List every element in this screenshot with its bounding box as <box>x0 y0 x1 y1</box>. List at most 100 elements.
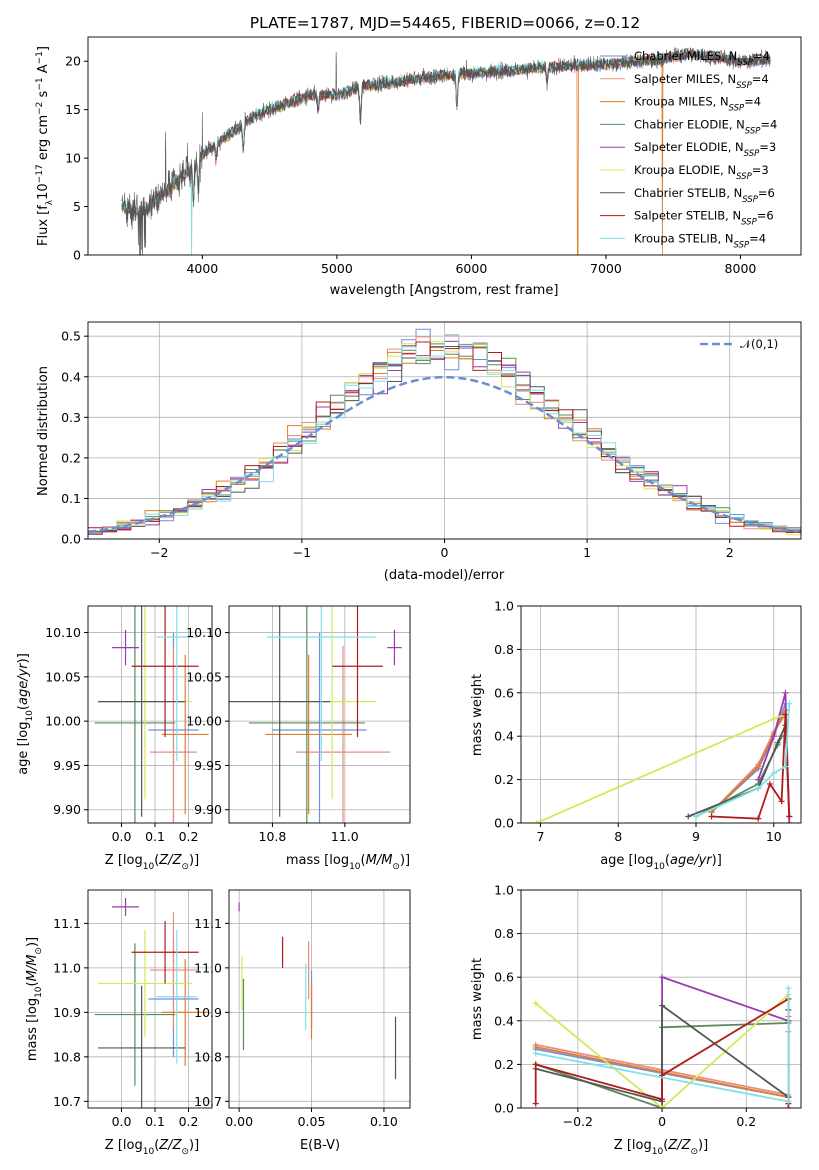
label-part: )] <box>400 853 410 868</box>
y-tick-label: 0.4 <box>494 729 514 744</box>
x-tick-label: 6000 <box>455 261 487 276</box>
label-part: ⊙ <box>181 1147 189 1157</box>
mass-weight-marker <box>532 1000 539 1007</box>
label-part: ( <box>25 981 40 986</box>
y-tick-label: 10.9 <box>53 1005 81 1020</box>
label-part: 10 <box>143 862 155 872</box>
x-tick-label: 0.05 <box>298 1114 326 1129</box>
label-part: ( <box>361 853 366 868</box>
mass-weight-marker <box>693 813 699 820</box>
x-tick-label: 0.0 <box>112 1114 132 1129</box>
legend-label: Chabrier STELIB, NSSP=6 <box>634 186 775 205</box>
spectrum-data-line <box>121 47 771 255</box>
axes-mass_vs_ebv: 0.00 0.05 0.10 10.7 10.8 10.9 11.0 11.1 <box>194 889 411 1129</box>
y-tick-label: 0.3 <box>61 410 81 425</box>
y-tick-label: 11.1 <box>194 916 222 931</box>
y-tick-label: 11.0 <box>194 960 222 975</box>
legend-sub: SSP <box>742 195 758 205</box>
label-part: ( <box>16 705 31 710</box>
axes-frame-rect <box>87 889 213 1109</box>
label-part: Z [ <box>105 853 123 868</box>
y-tick-label: 1.0 <box>494 599 514 614</box>
mass-weight-line <box>661 975 790 1108</box>
mass-weight-line <box>710 709 787 813</box>
label-part: )] <box>698 1138 708 1153</box>
mass-weight-line <box>711 714 791 820</box>
label-part: log <box>632 1138 652 1153</box>
y-tick-label: 9.95 <box>194 758 222 773</box>
y-axis-label: age [log10(age/yr)] <box>16 653 35 775</box>
label-part: 10 <box>143 1147 155 1157</box>
label-part: log <box>634 853 654 868</box>
label-part: erg cm <box>36 115 51 164</box>
x-tick-label: 5000 <box>321 261 353 276</box>
mass-weight-marker <box>770 770 777 777</box>
mass-weight-marker <box>659 1002 666 1009</box>
legend-count: =4 <box>744 95 761 109</box>
x-axis-label: wavelength [Angstrom, rest frame] <box>330 283 559 298</box>
axes-frame: −0.2 0 0.2 0.0 0.2 0.4 0.6 0.8 1.0 <box>494 883 802 1129</box>
legend-sub: SSP <box>734 240 750 250</box>
mass-weight-marker <box>786 813 793 820</box>
x-tick-label: 2 <box>726 545 734 560</box>
label-part: ⊙ <box>34 947 44 955</box>
figure-title: PLATE=1787, MJD=54465, FIBERID=0066, z=0… <box>250 14 640 32</box>
label-part: ⊙ <box>181 862 189 872</box>
y-tick-label: 0.6 <box>494 970 514 985</box>
label-part: Flux [f <box>36 205 51 246</box>
y-tick-label: 0.6 <box>494 685 514 700</box>
y-tick-label: 0.2 <box>494 772 514 787</box>
y-tick-label: 0 <box>73 248 81 263</box>
label-part: 10 <box>36 183 51 200</box>
label-part: log <box>123 853 143 868</box>
mass-weight-marker <box>755 763 762 770</box>
label-part: Z [ <box>614 1138 632 1153</box>
plot-area <box>94 898 209 1108</box>
legend-label: Kroupa STELIB, NSSP=4 <box>634 231 766 250</box>
legend-count: =4 <box>753 49 770 63</box>
y-tick-label: 0.2 <box>61 450 81 465</box>
y-tick-label: 10.9 <box>194 1005 222 1020</box>
label-part: ⊙ <box>690 1147 698 1157</box>
mass-weight-marker <box>770 733 777 740</box>
legend-sub: SSP <box>729 104 745 114</box>
y-tick-label: 0.1 <box>61 491 81 506</box>
label-part: 10 <box>653 862 665 872</box>
x-tick-label: 10.8 <box>259 829 287 844</box>
axes-frame: 0.0 0.1 0.2 9.90 9.95 10.00 10.05 10.10 <box>45 605 213 844</box>
mass-weight-line <box>695 735 786 818</box>
label-part: log <box>16 722 31 742</box>
mass-weight-marker <box>755 776 762 783</box>
x-tick-label: 10 <box>766 829 782 844</box>
label-part: 10 <box>652 1147 664 1157</box>
plot-area <box>88 328 801 536</box>
legend-text: Salpeter ELODIE, N <box>634 140 744 154</box>
axes-frame-rect <box>228 605 411 824</box>
y-axis-label: Normed distribution <box>36 366 51 496</box>
legend-label: Chabrier MILES, NSSP=4 <box>634 49 770 68</box>
mass-weight-marker <box>782 689 789 696</box>
mass-weight-marker <box>766 780 773 787</box>
mass-weight-marker <box>533 820 540 823</box>
y-tick-label: 11.0 <box>53 960 81 975</box>
x-tick-label: −2 <box>150 545 168 560</box>
y-tick-label: 10 <box>65 151 81 166</box>
mass-weight-line <box>535 993 790 1108</box>
label-part: mass [ <box>25 1018 40 1061</box>
legend-label: 𝒩(0,1) <box>740 337 778 351</box>
x-tick-label: 7 <box>536 829 544 844</box>
x-tick-label: 0.2 <box>179 1114 199 1129</box>
axes-frame-rect <box>520 605 802 824</box>
legend-text: Kroupa ELODIE, N <box>634 163 736 177</box>
mass-weight-marker <box>685 813 692 820</box>
legend-sub: SSP <box>736 81 752 91</box>
axes-frame: 4000 5000 6000 7000 8000 0 5 10 15 20 <box>65 36 802 276</box>
axes-residuals: −2 −1 0 1 2 0.0 0.1 0.2 0.3 0.4 0.5 <box>61 321 802 560</box>
label-part: λ <box>45 199 55 205</box>
mass-weight-marker <box>532 1050 539 1057</box>
x-tick-label: −1 <box>293 545 311 560</box>
legend-count: =4 <box>749 231 766 245</box>
x-tick-label: 0.2 <box>736 1114 756 1129</box>
